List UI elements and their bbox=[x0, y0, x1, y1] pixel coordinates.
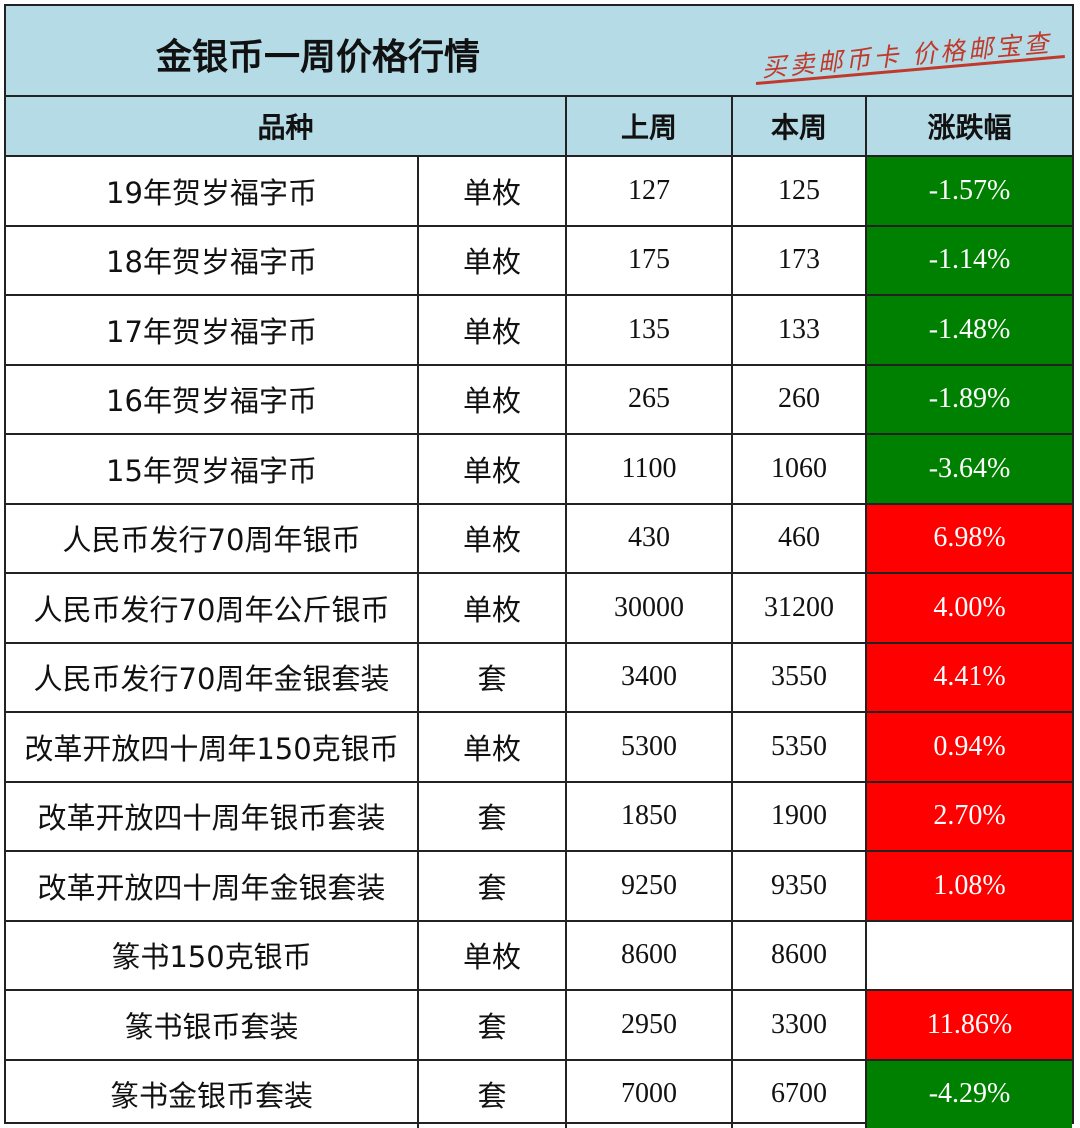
variety-name-cell: 篆书银币套装 bbox=[6, 990, 418, 1060]
header-last-week: 上周 bbox=[566, 97, 732, 156]
this-week-price-cell: 1900 bbox=[732, 782, 866, 852]
last-week-price-cell: 8600 bbox=[566, 921, 732, 991]
variety-name-cell: 19年贺岁福字币 bbox=[6, 156, 418, 226]
unit-cell: 单枚 bbox=[418, 434, 566, 504]
this-week-price-cell: 9350 bbox=[732, 851, 866, 921]
unit-cell: 单枚 bbox=[418, 504, 566, 574]
last-week-price-cell: 2950 bbox=[566, 990, 732, 1060]
this-week-price-cell: 8600 bbox=[732, 921, 866, 991]
this-week-price-cell: 125 bbox=[732, 156, 866, 226]
change-percent-cell: 4.41% bbox=[866, 643, 1072, 713]
last-week-price-cell: 265 bbox=[566, 365, 732, 435]
unit-cell: 套 bbox=[418, 990, 566, 1060]
variety-name-cell: 18年贺岁福字币 bbox=[6, 226, 418, 296]
title-bar: 金银币一周价格行情 买卖邮币卡 价格邮宝查 bbox=[6, 6, 1072, 97]
slogan-watermark: 买卖邮币卡 价格邮宝查 bbox=[760, 23, 1053, 84]
change-percent-cell: 11.86% bbox=[866, 990, 1072, 1060]
this-week-price-cell: 260 bbox=[732, 365, 866, 435]
last-week-price-cell: 135 bbox=[566, 295, 732, 365]
variety-name-cell: 人民币发行70周年银币 bbox=[6, 504, 418, 574]
change-percent-cell: 4.00% bbox=[866, 573, 1072, 643]
this-week-price-cell: 31200 bbox=[732, 573, 866, 643]
variety-name-cell: 篆书金银币套装 bbox=[6, 1060, 418, 1128]
last-week-price-cell: 30000 bbox=[566, 573, 732, 643]
variety-name-cell: 篆书150克银币 bbox=[6, 921, 418, 991]
change-percent-cell: -1.57% bbox=[866, 156, 1072, 226]
unit-cell: 套 bbox=[418, 1060, 566, 1128]
unit-cell: 套 bbox=[418, 782, 566, 852]
this-week-price-cell: 1060 bbox=[732, 434, 866, 504]
unit-cell: 单枚 bbox=[418, 226, 566, 296]
last-week-price-cell: 127 bbox=[566, 156, 732, 226]
header-change: 涨跌幅 bbox=[866, 97, 1072, 156]
this-week-price-cell: 3300 bbox=[732, 990, 866, 1060]
table-header-row: 品种 上周 本周 涨跌幅 bbox=[6, 97, 1072, 156]
last-week-price-cell: 1850 bbox=[566, 782, 732, 852]
change-percent-cell: -4.29% bbox=[866, 1060, 1072, 1128]
variety-name-cell: 17年贺岁福字币 bbox=[6, 295, 418, 365]
change-percent-cell: -1.48% bbox=[866, 295, 1072, 365]
variety-name-cell: 改革开放四十周年金银套装 bbox=[6, 851, 418, 921]
variety-name-cell: 人民币发行70周年金银套装 bbox=[6, 643, 418, 713]
last-week-price-cell: 1100 bbox=[566, 434, 732, 504]
variety-name-cell: 改革开放四十周年150克银币 bbox=[6, 712, 418, 782]
last-week-price-cell: 3400 bbox=[566, 643, 732, 713]
this-week-price-cell: 173 bbox=[732, 226, 866, 296]
this-week-price-cell: 133 bbox=[732, 295, 866, 365]
header-this-week: 本周 bbox=[732, 97, 866, 156]
unit-cell: 单枚 bbox=[418, 712, 566, 782]
unit-cell: 单枚 bbox=[418, 921, 566, 991]
header-variety: 品种 bbox=[6, 97, 566, 156]
change-percent-cell: -1.14% bbox=[866, 226, 1072, 296]
change-percent-cell bbox=[866, 921, 1072, 991]
this-week-price-cell: 460 bbox=[732, 504, 866, 574]
last-week-price-cell: 430 bbox=[566, 504, 732, 574]
unit-cell: 单枚 bbox=[418, 156, 566, 226]
variety-name-cell: 人民币发行70周年公斤银币 bbox=[6, 573, 418, 643]
last-week-price-cell: 7000 bbox=[566, 1060, 732, 1128]
page-title: 金银币一周价格行情 bbox=[156, 28, 480, 80]
price-sheet: 金银币一周价格行情 买卖邮币卡 价格邮宝查 品种 上周 本周 涨跌幅 19年贺岁… bbox=[4, 4, 1074, 1124]
variety-name-cell: 改革开放四十周年银币套装 bbox=[6, 782, 418, 852]
last-week-price-cell: 5300 bbox=[566, 712, 732, 782]
last-week-price-cell: 9250 bbox=[566, 851, 732, 921]
change-percent-cell: -3.64% bbox=[866, 434, 1072, 504]
last-week-price-cell: 175 bbox=[566, 226, 732, 296]
change-percent-cell: -1.89% bbox=[866, 365, 1072, 435]
change-percent-cell: 0.94% bbox=[866, 712, 1072, 782]
unit-cell: 单枚 bbox=[418, 295, 566, 365]
unit-cell: 单枚 bbox=[418, 573, 566, 643]
unit-cell: 单枚 bbox=[418, 365, 566, 435]
this-week-price-cell: 3550 bbox=[732, 643, 866, 713]
unit-cell: 套 bbox=[418, 643, 566, 713]
variety-name-cell: 16年贺岁福字币 bbox=[6, 365, 418, 435]
unit-cell: 套 bbox=[418, 851, 566, 921]
variety-name-cell: 15年贺岁福字币 bbox=[6, 434, 418, 504]
this-week-price-cell: 5350 bbox=[732, 712, 866, 782]
change-percent-cell: 2.70% bbox=[866, 782, 1072, 852]
this-week-price-cell: 6700 bbox=[732, 1060, 866, 1128]
change-percent-cell: 1.08% bbox=[866, 851, 1072, 921]
change-percent-cell: 6.98% bbox=[866, 504, 1072, 574]
